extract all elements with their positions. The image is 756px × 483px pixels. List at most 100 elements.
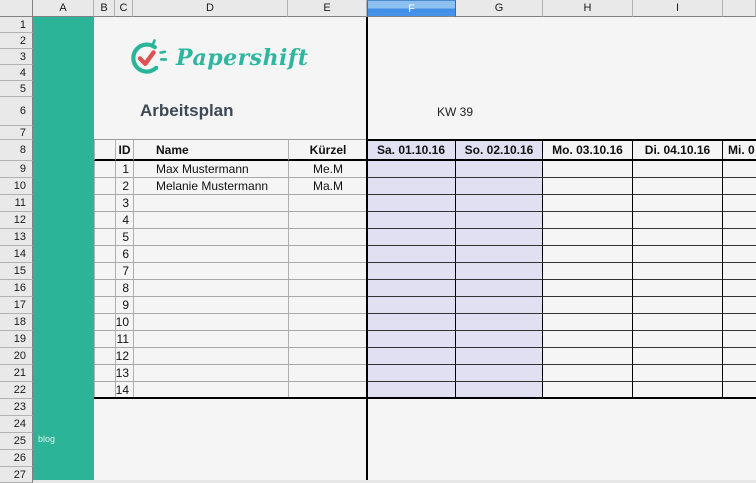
id-cell[interactable]: 7 — [115, 263, 133, 280]
day-cell[interactable] — [367, 331, 456, 348]
day-cell[interactable] — [723, 178, 756, 195]
day-cell[interactable] — [633, 263, 723, 280]
table-header-id[interactable]: ID — [115, 139, 133, 161]
day-cell[interactable] — [633, 280, 723, 297]
day-cell[interactable] — [543, 331, 633, 348]
day-cell[interactable] — [633, 246, 723, 263]
column-header-A[interactable]: A — [33, 0, 94, 17]
day-cell[interactable] — [543, 348, 633, 365]
day-cell[interactable] — [543, 212, 633, 229]
row-spacer-cell[interactable] — [94, 178, 115, 195]
table-header-spacer-cell[interactable] — [94, 139, 115, 161]
day-cell[interactable] — [456, 314, 543, 331]
day-cell[interactable] — [367, 212, 456, 229]
day-cell[interactable] — [633, 365, 723, 382]
id-cell[interactable]: 5 — [115, 229, 133, 246]
column-header-H[interactable]: H — [543, 0, 633, 17]
row-spacer-cell[interactable] — [94, 365, 115, 382]
day-cell[interactable] — [367, 365, 456, 382]
row-header-9[interactable]: 9 — [0, 161, 33, 178]
name-cell[interactable]: Max Mustermann — [133, 161, 288, 178]
day-cell[interactable] — [456, 348, 543, 365]
code-cell[interactable] — [288, 246, 367, 263]
row-header-8[interactable]: 8 — [0, 140, 33, 161]
day-cell[interactable] — [456, 161, 543, 178]
row-header-5[interactable]: 5 — [0, 81, 33, 97]
code-cell[interactable] — [288, 331, 367, 348]
day-header-cell[interactable]: Sa. 01.10.16 — [367, 139, 456, 161]
code-cell[interactable] — [288, 195, 367, 212]
table-header-code[interactable]: Kürzel — [288, 139, 367, 161]
name-cell[interactable] — [133, 331, 288, 348]
id-cell[interactable]: 8 — [115, 280, 133, 297]
row-spacer-cell[interactable] — [94, 212, 115, 229]
day-header-cell[interactable]: Di. 04.10.16 — [633, 139, 723, 161]
row-header-26[interactable]: 26 — [0, 450, 33, 467]
row-spacer-cell[interactable] — [94, 246, 115, 263]
day-cell[interactable] — [723, 297, 756, 314]
row-spacer-cell[interactable] — [94, 161, 115, 178]
day-cell[interactable] — [367, 246, 456, 263]
id-cell[interactable]: 3 — [115, 195, 133, 212]
day-cell[interactable] — [723, 348, 756, 365]
day-cell[interactable] — [633, 314, 723, 331]
day-cell[interactable] — [367, 348, 456, 365]
name-cell[interactable] — [133, 297, 288, 314]
day-cell[interactable] — [456, 365, 543, 382]
day-cell[interactable] — [723, 229, 756, 246]
day-cell[interactable] — [456, 178, 543, 195]
row-spacer-cell[interactable] — [94, 195, 115, 212]
code-cell[interactable] — [288, 280, 367, 297]
day-cell[interactable] — [367, 178, 456, 195]
code-cell[interactable]: Ma.M — [288, 178, 367, 195]
code-cell[interactable] — [288, 229, 367, 246]
code-cell[interactable] — [288, 314, 367, 331]
code-cell[interactable] — [288, 263, 367, 280]
id-cell[interactable]: 10 — [115, 314, 133, 331]
day-cell[interactable] — [367, 297, 456, 314]
table-header-name[interactable]: Name — [133, 139, 288, 161]
row-header-13[interactable]: 13 — [0, 229, 33, 246]
name-cell[interactable] — [133, 280, 288, 297]
row-header-1[interactable]: 1 — [0, 17, 33, 33]
column-header-partial[interactable] — [723, 0, 756, 17]
row-spacer-cell[interactable] — [94, 229, 115, 246]
day-cell[interactable] — [456, 331, 543, 348]
day-cell[interactable] — [723, 365, 756, 382]
day-header-cell[interactable]: Mo. 03.10.16 — [543, 139, 633, 161]
day-cell[interactable] — [723, 195, 756, 212]
row-spacer-cell[interactable] — [94, 348, 115, 365]
code-cell[interactable] — [288, 348, 367, 365]
row-header-25[interactable]: 25 — [0, 433, 33, 450]
day-cell[interactable] — [367, 195, 456, 212]
day-cell[interactable] — [633, 331, 723, 348]
day-cell[interactable] — [543, 297, 633, 314]
day-cell[interactable] — [543, 195, 633, 212]
day-cell[interactable] — [723, 280, 756, 297]
name-cell[interactable]: Melanie Mustermann — [133, 178, 288, 195]
code-cell[interactable] — [288, 365, 367, 382]
day-cell[interactable] — [723, 331, 756, 348]
row-spacer-cell[interactable] — [94, 280, 115, 297]
day-cell[interactable] — [543, 246, 633, 263]
day-cell[interactable] — [456, 195, 543, 212]
day-cell[interactable] — [723, 246, 756, 263]
day-cell[interactable] — [723, 161, 756, 178]
day-cell[interactable] — [456, 297, 543, 314]
day-cell[interactable] — [543, 229, 633, 246]
row-header-14[interactable]: 14 — [0, 246, 33, 263]
day-cell[interactable] — [456, 246, 543, 263]
name-cell[interactable] — [133, 195, 288, 212]
row-header-15[interactable]: 15 — [0, 263, 33, 280]
name-cell[interactable] — [133, 212, 288, 229]
day-cell[interactable] — [456, 263, 543, 280]
day-cell[interactable] — [633, 161, 723, 178]
day-cell[interactable] — [543, 314, 633, 331]
name-cell[interactable] — [133, 348, 288, 365]
column-header-D[interactable]: D — [133, 0, 288, 17]
day-cell[interactable] — [367, 161, 456, 178]
code-cell[interactable]: Me.M — [288, 161, 367, 178]
row-header-2[interactable]: 2 — [0, 33, 33, 49]
row-header-17[interactable]: 17 — [0, 297, 33, 314]
row-header-27[interactable]: 27 — [0, 467, 33, 483]
